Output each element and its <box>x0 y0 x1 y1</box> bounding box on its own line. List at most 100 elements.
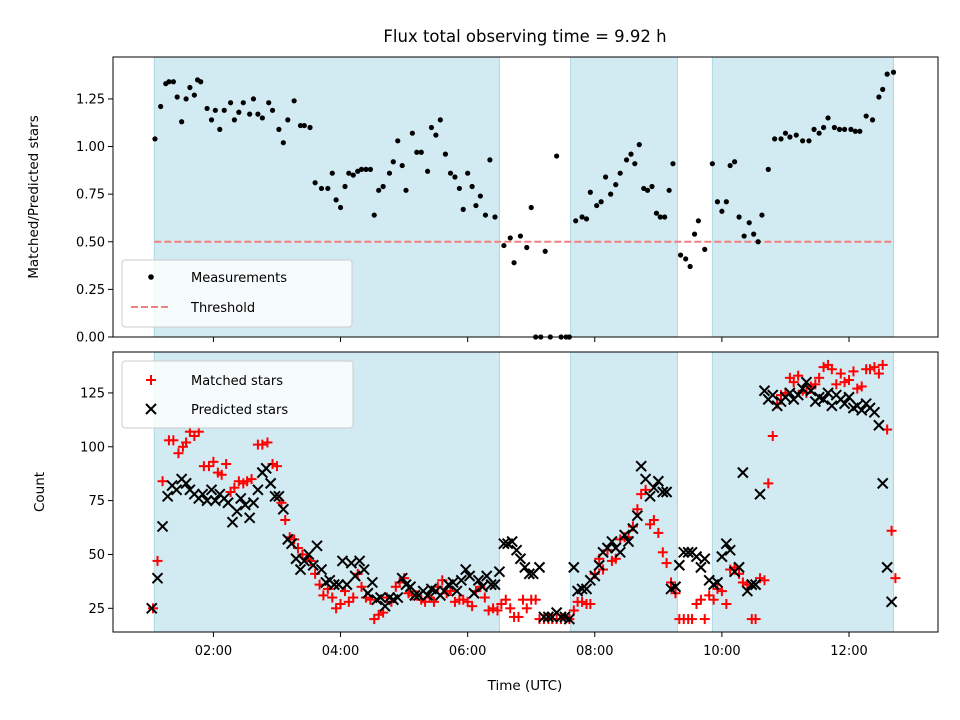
predicted-star-point <box>856 404 868 416</box>
measurement-point <box>487 157 493 163</box>
predicted-star-point <box>800 376 813 388</box>
matched-star-point <box>886 525 897 536</box>
measurement-point <box>677 252 684 258</box>
predicted-star-point <box>576 583 588 595</box>
predicted-star-point <box>822 387 834 399</box>
top-panel: 0.00 0.25 0.50 0.75 1.00 1.25 Matched/Predict… <box>26 56 939 346</box>
predicted-star-point <box>695 561 707 574</box>
predicted-star-point <box>724 544 736 556</box>
measurement-point <box>376 187 382 193</box>
matched-star-point <box>467 601 478 612</box>
top-shaded-interval-2 <box>711 57 895 337</box>
measurement-point <box>174 94 180 100</box>
predicted-star-point <box>252 484 264 496</box>
predicted-star-point <box>555 611 567 623</box>
measurement-point <box>208 117 215 123</box>
measurement-point <box>709 161 715 167</box>
bot-ytick-label: 100 <box>80 440 105 455</box>
predicted-star-point <box>472 574 485 587</box>
measurement-point <box>198 79 204 85</box>
matched-star-point <box>173 448 184 459</box>
measurement-point <box>876 94 882 100</box>
matched-star-point <box>763 478 774 489</box>
measurement-point <box>778 136 784 142</box>
matched-star-point <box>869 362 880 373</box>
measurement-point <box>179 119 185 125</box>
predicted-star-point <box>404 581 417 593</box>
measurement-point <box>269 107 276 113</box>
measurement-point <box>727 162 733 169</box>
matched-star-point <box>585 599 596 609</box>
matched-star-point <box>513 611 524 622</box>
measurement-point <box>759 212 765 218</box>
predicted-star-point <box>868 406 881 419</box>
matched-star-point <box>428 596 439 607</box>
predicted-star-point <box>239 499 251 511</box>
measurement-point <box>301 122 307 129</box>
predicted-star-point <box>843 391 855 403</box>
measurement-point <box>806 138 812 144</box>
predicted-star-point <box>243 512 256 524</box>
bot-ytick-label: 125 <box>80 386 105 401</box>
measurement-point <box>329 170 335 176</box>
measurement-point <box>307 124 313 131</box>
top-ytick-label: 0.75 <box>76 188 105 203</box>
predicted-star-point <box>873 419 885 431</box>
matched-star-point <box>521 603 532 614</box>
top-legend-box <box>121 259 353 328</box>
matched-star-point <box>648 515 659 525</box>
measurement-point <box>452 174 458 180</box>
matched-star-point <box>699 614 710 625</box>
bot-xtick-label: 10:00 <box>703 644 740 659</box>
predicted-star-point <box>201 494 213 507</box>
measurement-point <box>649 183 655 190</box>
matched-star-point <box>335 599 346 609</box>
legend-measurements-label: Measurements <box>191 271 287 286</box>
predicted-star-point <box>374 591 387 604</box>
predicted-star-point <box>247 497 260 509</box>
bot-ytick-label: 75 <box>88 494 105 509</box>
matched-star-point <box>750 614 761 625</box>
top-ytick-label: 0.50 <box>76 235 105 250</box>
bot-xtick-label: 08:00 <box>576 644 613 659</box>
measurement-point <box>554 153 560 159</box>
predicted-star-point <box>146 602 158 615</box>
predicted-star-point <box>690 550 703 563</box>
matched-star-point <box>221 459 232 469</box>
matched-star-point <box>289 534 300 545</box>
predicted-star-point <box>733 561 745 574</box>
measurement-point <box>473 202 479 209</box>
measurement-point <box>719 208 725 214</box>
predicted-star-point <box>817 393 830 406</box>
matched-star-point <box>216 469 227 480</box>
measurement-point <box>579 214 585 220</box>
measurement-point <box>266 100 272 106</box>
predicted-star-point <box>161 490 174 503</box>
measurement-point <box>841 126 848 132</box>
matched-star-point <box>890 573 901 584</box>
measurement-point <box>395 138 401 144</box>
predicted-star-point <box>468 587 480 599</box>
predicted-star-point <box>792 389 804 401</box>
predicted-star-point <box>151 572 164 584</box>
measurement-point <box>741 233 747 239</box>
measurement-point <box>598 199 604 205</box>
predicted-star-point <box>264 477 277 490</box>
predicted-star-point <box>648 481 660 494</box>
matched-star-point <box>262 437 273 448</box>
predicted-star-point <box>749 578 762 591</box>
measurement-point <box>880 86 886 92</box>
matched-star-point <box>831 379 842 390</box>
measurement-point <box>166 79 172 85</box>
matched-star-point <box>877 359 888 370</box>
measurement-point <box>869 117 876 123</box>
predicted-star-point <box>315 563 328 576</box>
legend-threshold-label: Threshold <box>190 301 255 316</box>
measurement-point <box>662 214 668 220</box>
predicted-star-point <box>156 520 169 533</box>
predicted-star-point <box>746 578 758 591</box>
predicted-star-point <box>796 382 809 395</box>
matched-star-point <box>246 474 257 485</box>
predicted-star-point <box>741 585 754 597</box>
